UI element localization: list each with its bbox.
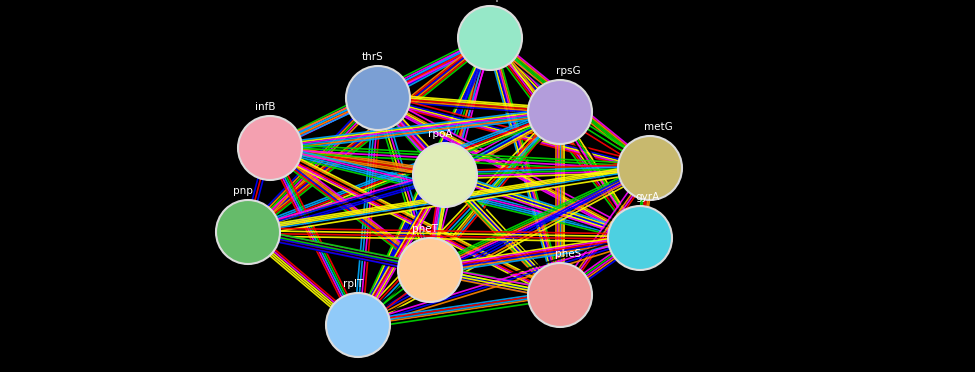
- Text: atpD: atpD: [486, 0, 511, 2]
- Text: infB: infB: [254, 102, 275, 112]
- Circle shape: [413, 143, 477, 207]
- Circle shape: [458, 6, 522, 70]
- Text: thrS: thrS: [362, 52, 384, 62]
- Text: pnp: pnp: [233, 186, 253, 196]
- Circle shape: [608, 206, 672, 270]
- Circle shape: [528, 263, 592, 327]
- Circle shape: [238, 116, 302, 180]
- Circle shape: [398, 238, 462, 302]
- Text: rpoA: rpoA: [428, 129, 452, 139]
- Circle shape: [216, 200, 280, 264]
- Circle shape: [528, 80, 592, 144]
- Circle shape: [346, 66, 410, 130]
- Text: pheS: pheS: [555, 249, 581, 259]
- Text: pheT: pheT: [412, 224, 438, 234]
- Circle shape: [618, 136, 682, 200]
- Text: rplT: rplT: [343, 279, 363, 289]
- Circle shape: [326, 293, 390, 357]
- Text: rpsG: rpsG: [556, 66, 580, 76]
- Text: metG: metG: [644, 122, 673, 132]
- Text: gyrA: gyrA: [636, 192, 660, 202]
